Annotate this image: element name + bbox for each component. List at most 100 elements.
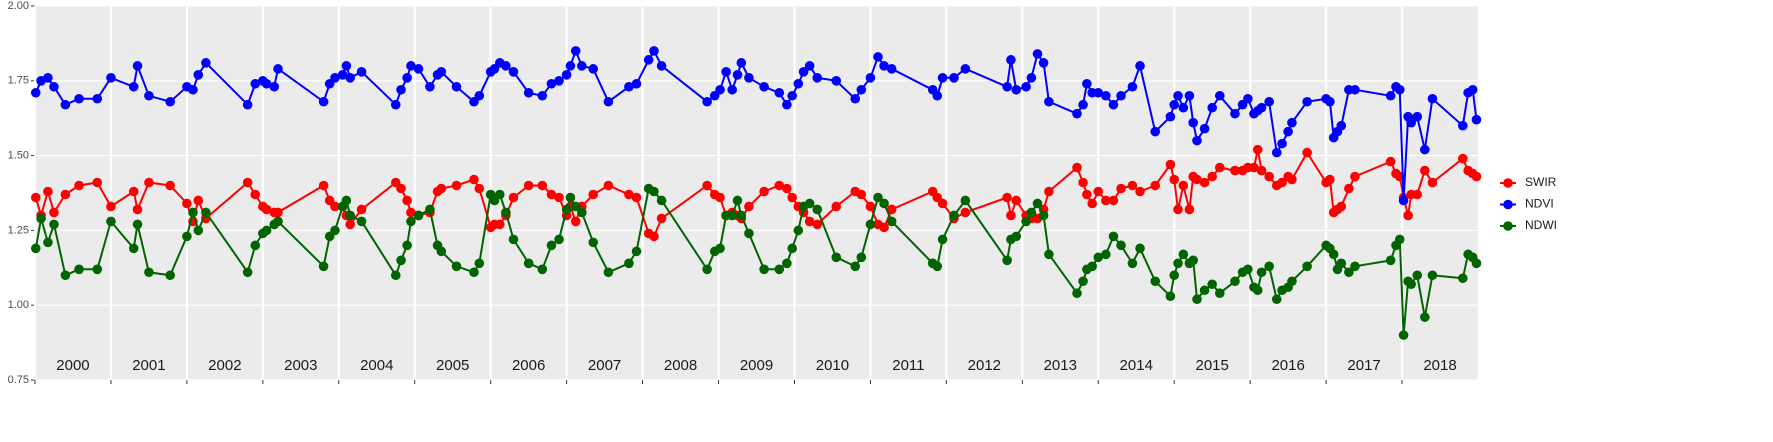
data-point <box>715 84 725 95</box>
data-point <box>1021 216 1031 227</box>
data-point <box>1078 99 1088 110</box>
year-label: 2006 <box>512 357 545 374</box>
data-point <box>1184 204 1195 215</box>
data-point <box>356 204 367 215</box>
data-point <box>269 81 280 92</box>
data-point <box>508 67 519 77</box>
data-point <box>937 198 948 209</box>
data-point <box>1207 171 1217 182</box>
data-point <box>1398 195 1409 206</box>
data-point <box>727 210 737 221</box>
data-point <box>812 219 823 230</box>
data-point <box>1150 126 1161 137</box>
data-point <box>1087 198 1097 209</box>
data-point <box>949 210 959 221</box>
data-point <box>92 264 103 275</box>
data-point <box>715 243 725 254</box>
data-point <box>1420 312 1430 322</box>
data-point <box>631 78 642 89</box>
data-point <box>804 61 815 71</box>
data-point <box>1082 189 1092 200</box>
data-point <box>1044 186 1054 197</box>
data-point <box>1002 255 1012 266</box>
data-point <box>656 61 667 71</box>
data-point <box>60 189 71 200</box>
data-point <box>523 180 534 191</box>
data-point <box>193 225 204 236</box>
data-point <box>793 225 804 236</box>
data-point <box>1165 159 1176 170</box>
data-point <box>1101 249 1111 260</box>
data-point <box>1325 96 1335 107</box>
data-point <box>1394 234 1405 245</box>
data-point <box>879 222 889 233</box>
data-point <box>812 204 823 215</box>
data-point <box>1199 123 1210 134</box>
data-point <box>879 198 889 209</box>
y-tick-label: 1.00 <box>8 299 29 311</box>
data-point <box>1072 162 1082 173</box>
data-point <box>856 189 867 200</box>
data-point <box>937 73 948 83</box>
year-label: 2011 <box>892 357 924 374</box>
data-point <box>341 195 352 206</box>
data-point <box>1093 87 1104 98</box>
data-point <box>1078 177 1088 188</box>
data-point <box>546 78 557 89</box>
year-label: 2012 <box>968 357 1001 374</box>
data-point <box>128 81 139 92</box>
data-point <box>43 186 53 197</box>
legend-label: NDWI <box>1525 218 1557 232</box>
data-point <box>744 228 754 239</box>
data-point <box>1302 147 1312 158</box>
data-point <box>570 46 581 56</box>
series <box>30 183 1482 340</box>
data-point <box>537 264 548 275</box>
data-point <box>570 201 581 212</box>
data-point <box>1412 111 1423 122</box>
data-point <box>1178 180 1189 191</box>
data-point <box>474 183 485 194</box>
data-point <box>1458 273 1468 284</box>
data-point <box>132 219 143 230</box>
data-point <box>469 267 479 278</box>
year-label: 2009 <box>740 357 773 374</box>
data-point <box>759 264 769 275</box>
data-point <box>1011 195 1022 206</box>
year-label: 2018 <box>1423 357 1456 374</box>
data-point <box>1082 78 1092 89</box>
data-point <box>588 189 599 200</box>
year-label: 2010 <box>816 357 849 374</box>
data-point <box>474 258 485 269</box>
data-point <box>49 81 59 92</box>
data-point <box>74 93 84 104</box>
data-point <box>649 231 659 242</box>
data-point <box>856 252 867 263</box>
data-point <box>1214 288 1225 299</box>
data-point <box>43 237 53 248</box>
data-point <box>1325 174 1335 185</box>
data-point <box>1214 90 1225 101</box>
data-point <box>732 195 743 206</box>
data-point <box>1108 99 1119 110</box>
data-point <box>1283 126 1293 137</box>
data-point <box>588 64 599 74</box>
data-point <box>1002 192 1012 203</box>
data-point <box>330 201 340 212</box>
data-point <box>850 93 861 104</box>
data-point <box>1192 174 1202 185</box>
data-point <box>1336 120 1347 131</box>
data-point <box>451 261 462 272</box>
year-label: 2008 <box>664 357 697 374</box>
data-point <box>43 73 53 83</box>
data-point <box>356 216 367 227</box>
data-point <box>932 90 943 101</box>
data-point <box>1207 102 1217 113</box>
data-point <box>546 189 557 200</box>
data-point <box>960 195 971 206</box>
data-point <box>273 64 283 74</box>
data-point <box>396 84 406 95</box>
data-point <box>1178 249 1189 260</box>
data-point <box>1249 162 1259 173</box>
data-point <box>1169 99 1180 110</box>
